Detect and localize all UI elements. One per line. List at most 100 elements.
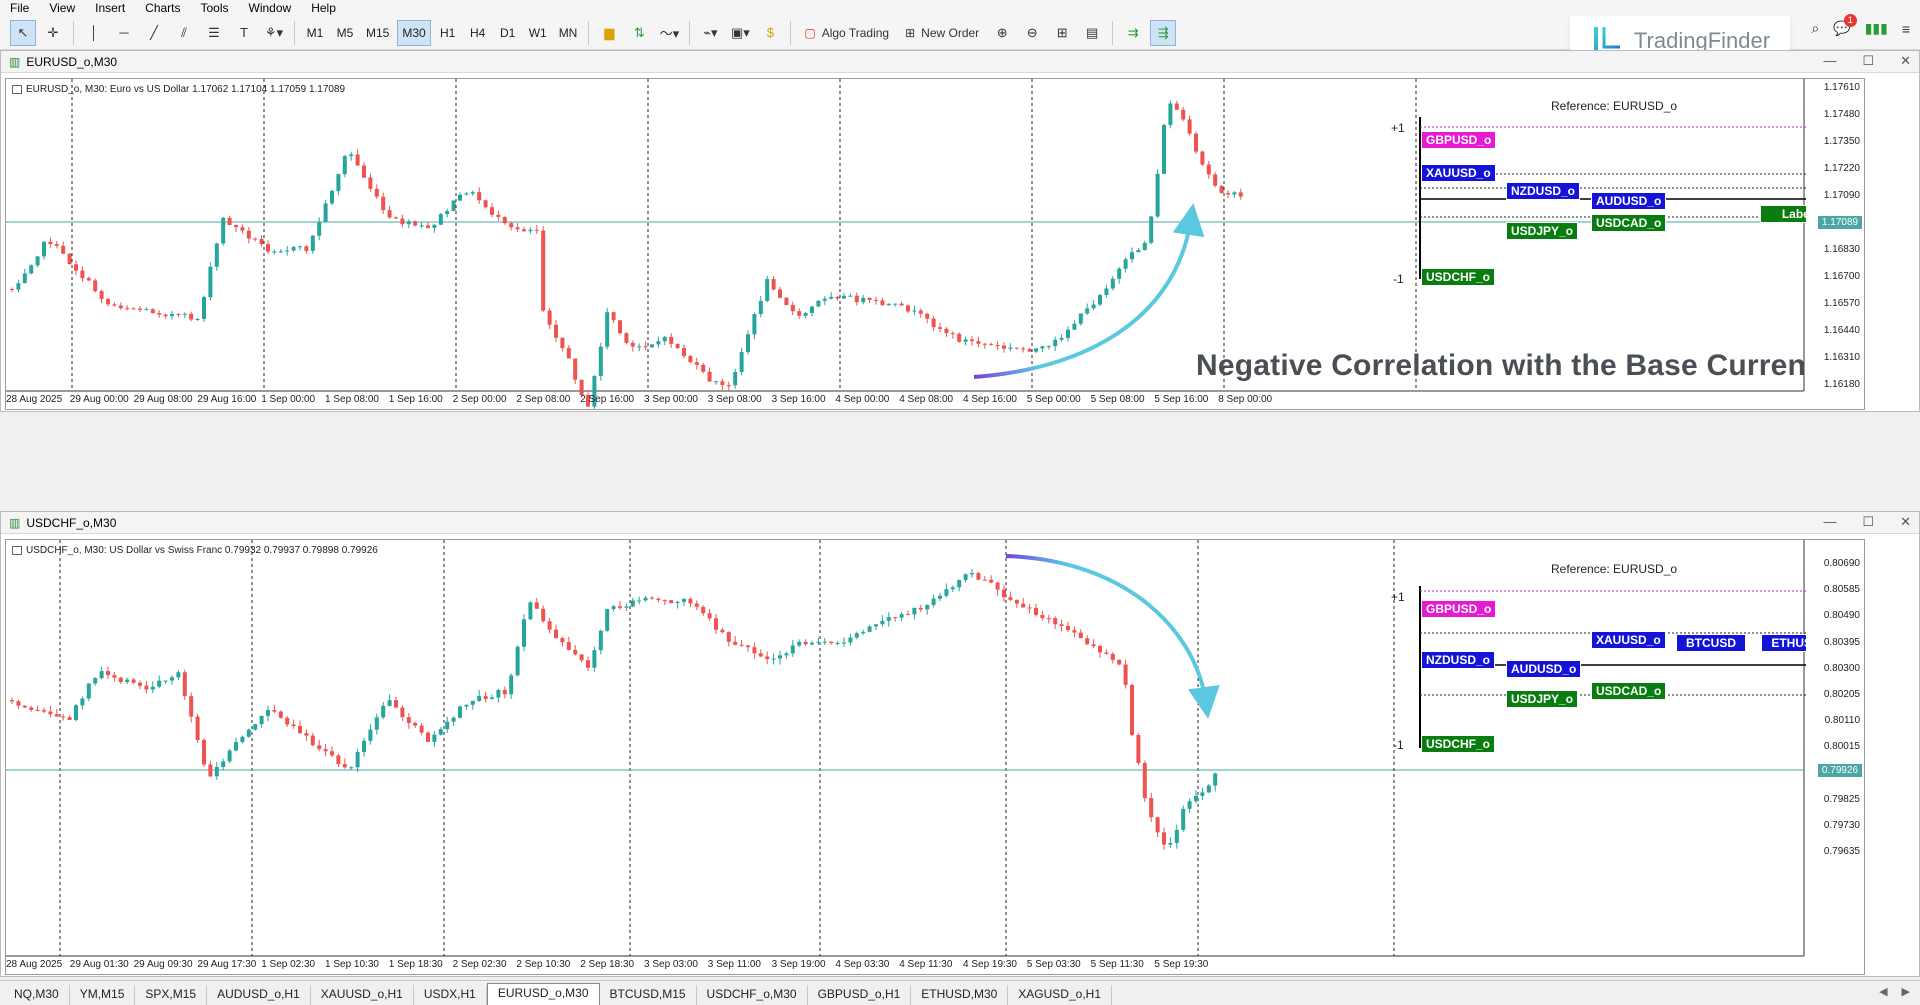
menu-file[interactable]: File xyxy=(10,1,30,15)
zoom-in-icon[interactable]: ⊕ xyxy=(996,24,1008,40)
candle-body xyxy=(707,371,712,382)
chart-tab[interactable]: ETHUSD,M30 xyxy=(911,985,1009,1005)
tag-usdchf[interactable]: USDCHF_o xyxy=(1421,735,1496,753)
candle-body xyxy=(778,289,782,298)
tag-nzdusd[interactable]: NZDUSD_o xyxy=(1421,651,1496,669)
chart-tab[interactable]: XAUUSD_o,H1 xyxy=(311,985,414,1005)
menu-window[interactable]: Window xyxy=(248,1,292,15)
timeframe-m5[interactable]: M5 xyxy=(336,25,354,40)
timeframe-d1[interactable]: D1 xyxy=(500,25,516,40)
timeframe-m15[interactable]: M15 xyxy=(366,25,390,40)
tag-usdcad[interactable]: USDCAD_o xyxy=(1591,682,1667,700)
fibonacci-icon[interactable]: ☰ xyxy=(208,24,220,40)
zoom-out-icon[interactable]: ⊖ xyxy=(1026,24,1038,40)
menu-icon[interactable]: ≡ xyxy=(1901,20,1910,37)
time-tick: 3 Sep 11:00 xyxy=(707,959,761,970)
candle-body xyxy=(483,696,488,700)
cursor-icon[interactable]: ↖ xyxy=(10,19,36,46)
chart-tab[interactable]: BTCUSD,M15 xyxy=(600,985,697,1005)
indicators-icon[interactable]: ⇅ xyxy=(633,24,645,40)
tag-usdjpy[interactable]: USDJPY_o xyxy=(1506,222,1579,240)
minimize-icon[interactable]: — xyxy=(1823,514,1837,529)
tag-audusd[interactable]: AUDUSD_o xyxy=(1506,660,1582,678)
candle-body xyxy=(797,311,802,316)
chart-tab[interactable]: SPX,M15 xyxy=(135,985,208,1005)
time-tick: 28 Aug 2025 xyxy=(6,959,63,970)
candle-body xyxy=(893,617,898,619)
chart-tab[interactable]: USDX,H1 xyxy=(414,985,487,1005)
candle-body xyxy=(1219,185,1224,193)
search-icon[interactable]: ⌕ xyxy=(1811,20,1820,36)
signal-icon[interactable]: ▮▮▮ xyxy=(1864,20,1888,36)
close-icon[interactable]: ✕ xyxy=(1900,514,1911,529)
chart-shift-icon[interactable]: ⇶ xyxy=(1150,19,1177,46)
chart-tab[interactable]: EURUSD_o,M30 xyxy=(486,983,600,1005)
algo-trading-button[interactable]: ▢ Algo Trading xyxy=(798,20,895,46)
chart-tab[interactable]: USDCHF_o,M30 xyxy=(697,985,808,1005)
tag-usdchf[interactable]: USDCHF_o xyxy=(1421,268,1496,286)
dollar-icon[interactable]: $ xyxy=(766,25,774,40)
timeframe-h1[interactable]: H1 xyxy=(440,25,456,40)
timeframe-h4[interactable]: H4 xyxy=(470,25,486,40)
candle-body xyxy=(829,641,834,644)
candle-body xyxy=(1027,349,1032,352)
tag-usdjpy[interactable]: USDJPY_o xyxy=(1506,690,1579,708)
chart-type-icon[interactable]: 〜▾ xyxy=(659,26,680,41)
maximize-icon[interactable]: ☐ xyxy=(1862,53,1875,68)
timeframe-mn[interactable]: MN xyxy=(558,25,578,40)
candle-body xyxy=(899,303,904,306)
candle-body xyxy=(176,314,181,316)
vertical-line-icon[interactable]: │ xyxy=(89,25,99,40)
horizontal-line-icon[interactable]: ─ xyxy=(119,25,129,40)
maximize-icon[interactable]: ☐ xyxy=(1862,514,1875,529)
templates-icon[interactable]: ▣▾ xyxy=(730,24,750,40)
time-tick: 4 Sep 19:30 xyxy=(963,959,1017,970)
text-icon[interactable]: T xyxy=(240,25,248,40)
candle-body xyxy=(246,230,251,239)
algo-trading-label: Algo Trading xyxy=(821,25,890,40)
tag-xauusd[interactable]: XAUUSD_o xyxy=(1421,164,1496,182)
grid-icon[interactable]: ⊞ xyxy=(1056,24,1068,40)
price-axis[interactable]: 1.176101.174801.173501.172201.170901.169… xyxy=(1806,79,1864,409)
candle-body xyxy=(48,241,53,245)
price-axis[interactable]: 0.80690 0.80585 0.80490 0.80395 0.80300 0.802… xyxy=(1806,540,1864,974)
trendline-icon[interactable]: ╱ xyxy=(150,24,158,40)
tag-xauusd[interactable]: XAUUSD_o xyxy=(1591,631,1666,649)
autoscroll-icon[interactable]: ⇉ xyxy=(1127,24,1139,40)
chart-tab[interactable]: YM,M15 xyxy=(70,985,136,1005)
crosshair-icon[interactable]: ✛ xyxy=(47,24,59,40)
menu-charts[interactable]: Charts xyxy=(145,1,181,15)
tag-audusd[interactable]: AUDUSD_o xyxy=(1591,192,1667,210)
chart-tab[interactable]: XAGUSD_o,H1 xyxy=(1008,985,1112,1005)
tag-gbpusd[interactable]: GBPUSD_o xyxy=(1421,131,1497,149)
timeframe-m1[interactable]: M1 xyxy=(306,25,324,40)
tag-btcusd[interactable]: BTCUSD xyxy=(1676,634,1746,652)
chart-tab[interactable]: GBPUSD_o,H1 xyxy=(808,985,912,1005)
chart-pane-usdchf[interactable]: USDCHF_o, M30: US Dollar vs Swiss Franc … xyxy=(5,539,1865,975)
close-icon[interactable]: ✕ xyxy=(1900,53,1911,68)
line-chart-icon[interactable]: ⌁▾ xyxy=(703,24,718,40)
menu-view[interactable]: View xyxy=(49,1,76,15)
menu-tools[interactable]: Tools xyxy=(200,1,229,15)
tag-usdcad[interactable]: USDCAD_o xyxy=(1591,214,1667,232)
chart-pane-eurusd[interactable]: EURUSD_o, M30: Euro vs US Dollar 1.17062… xyxy=(5,78,1865,410)
chart-tab[interactable]: NQ,M30 xyxy=(4,985,70,1005)
tab-scroll-right-icon[interactable]: ▶ xyxy=(1901,986,1910,998)
candle-body xyxy=(726,385,731,387)
timeframe-m30[interactable]: M30 xyxy=(397,19,431,46)
chart-tab[interactable]: AUDUSD_o,H1 xyxy=(207,985,311,1005)
new-order-button[interactable]: ⊞ New Order xyxy=(899,20,985,46)
menu-help[interactable]: Help xyxy=(311,1,336,15)
channel-icon[interactable]: ⫽ xyxy=(181,24,187,40)
minimize-icon[interactable]: — xyxy=(1823,53,1837,68)
tab-scroll-left-icon[interactable]: ◀ xyxy=(1879,986,1888,998)
tag-gbpusd[interactable]: GBPUSD_o xyxy=(1421,600,1497,618)
timeframe-w1[interactable]: W1 xyxy=(528,25,547,40)
tag-nzdusd[interactable]: NZDUSD_o xyxy=(1506,182,1581,200)
shapes-icon[interactable]: ⚘▾ xyxy=(264,24,284,40)
time-tick: 29 Aug 00:00 xyxy=(69,394,129,405)
notifications-icon[interactable]: 💬 1 xyxy=(1833,14,1857,37)
bars-icon[interactable]: ▤ xyxy=(1086,24,1099,40)
folder-icon[interactable]: ▆ xyxy=(604,24,615,40)
menu-insert[interactable]: Insert xyxy=(95,1,126,15)
